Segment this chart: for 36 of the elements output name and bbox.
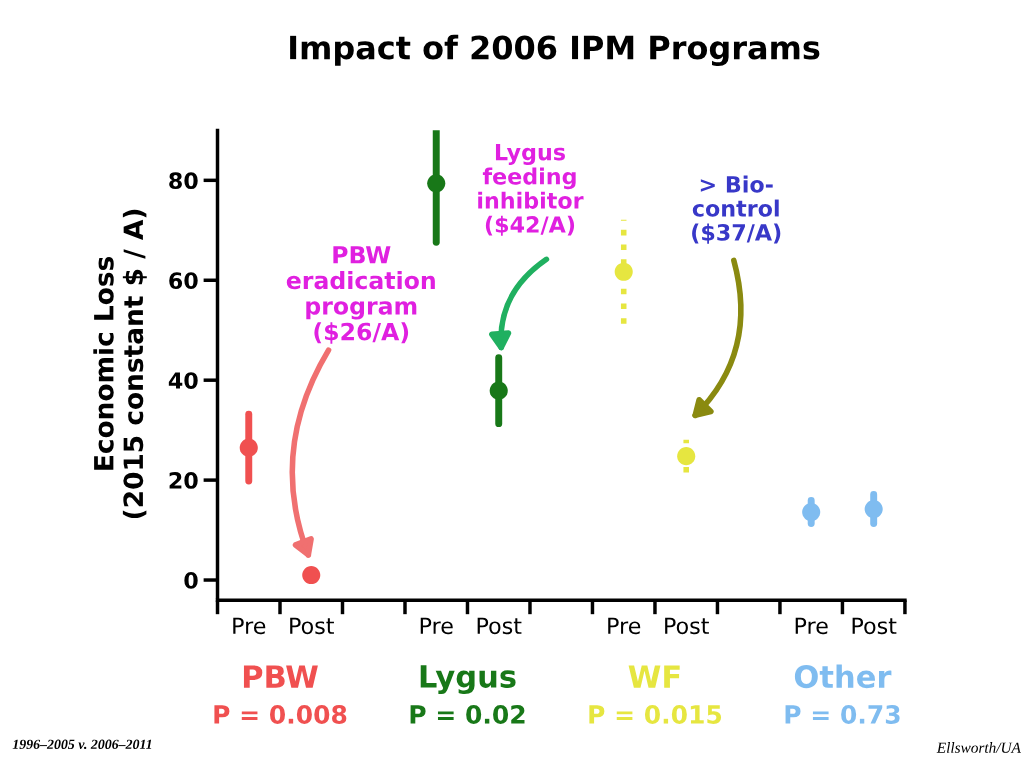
x-tick-label: Pre [795, 617, 828, 635]
annotation: PBW eradication program ($26/A) [286, 246, 435, 344]
text: Lygus [420, 665, 516, 695]
point [427, 174, 446, 193]
text: P = 0.73 [785, 704, 900, 724]
y-tick-label: 0 [184, 571, 198, 589]
y-tick-label: 40 [168, 372, 198, 389]
point [677, 447, 696, 466]
text: Other [794, 664, 892, 689]
point [802, 503, 821, 522]
text: Ellsworth/UA [936, 742, 1021, 753]
y-tick-label: 80 [169, 172, 198, 190]
annotation: > Bio- control ($37/A) [692, 175, 781, 244]
chart-title: Impact of 2006 IPM Programs [290, 34, 820, 67]
text: P = 0.02 [410, 704, 525, 724]
annotation: Lygus feeding inhibitor ($42/A) [478, 143, 584, 236]
point [239, 438, 258, 457]
point [864, 500, 883, 519]
text: 1996–2005 v. 2006–2011 [12, 739, 152, 750]
x-tick-label: Pre [420, 617, 453, 635]
x-tick-label: Pre [233, 617, 266, 635]
x-tick-label: Post [665, 617, 709, 635]
text: P = 0.015 [589, 704, 722, 724]
point [614, 262, 633, 281]
text: WF [628, 665, 680, 688]
text: PBW [243, 665, 318, 688]
point [302, 565, 321, 585]
x-tick-label: Pre [608, 617, 641, 635]
text: P = 0.008 [214, 704, 347, 724]
y-axis-title: Economic Loss (2015 constant $ / A) [93, 209, 147, 519]
point [489, 381, 508, 400]
x-tick-label: Post [477, 617, 522, 635]
x-tick-label: Post [290, 617, 334, 635]
y-tick-label: 20 [169, 472, 198, 489]
y-tick-label: 60 [169, 272, 198, 290]
x-tick-label: Post [852, 617, 897, 635]
